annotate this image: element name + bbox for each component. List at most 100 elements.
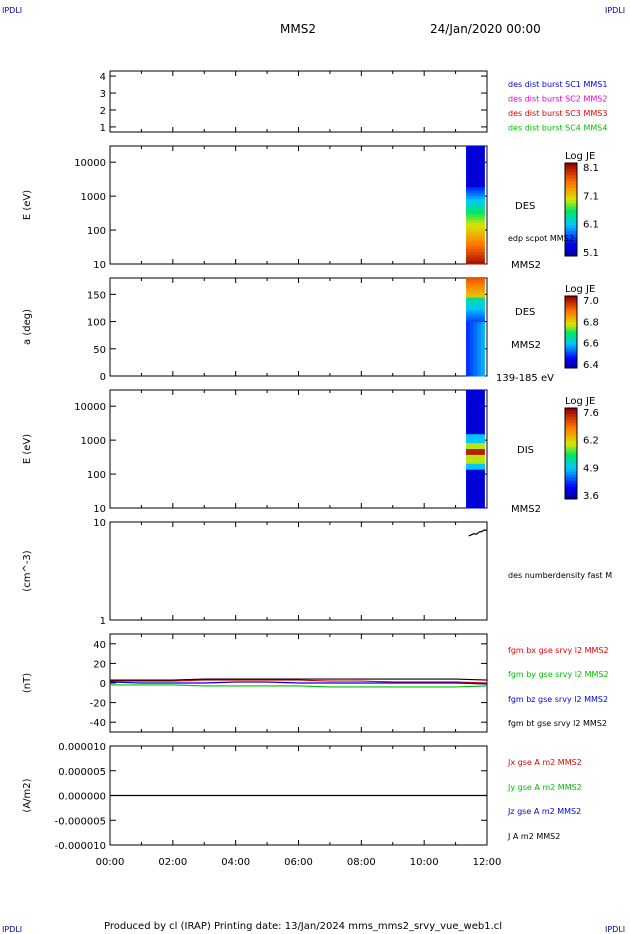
heatmap-cell <box>469 163 474 168</box>
panel-label-des: DES <box>515 307 535 318</box>
colorbar-cell <box>565 178 577 183</box>
heatmap-cell <box>477 346 482 350</box>
heatmap-cell <box>477 349 482 352</box>
heatmap-cell <box>466 373 471 377</box>
y-tick-label: 0.000000 <box>58 792 106 803</box>
heatmap-cell <box>480 282 485 286</box>
heatmap-cell <box>480 419 485 423</box>
heatmap-cell <box>466 339 471 343</box>
heatmap-cell <box>480 422 485 426</box>
legend-entry: Jx gse A m2 MMS2 <box>507 758 582 767</box>
heatmap-cell <box>466 331 471 335</box>
panel-label-mms2: MMS2 <box>511 340 541 351</box>
colorbar-cell <box>565 453 577 458</box>
heatmap-cell <box>480 193 485 197</box>
heatmap-cell <box>473 237 478 241</box>
heatmap-cell <box>466 202 471 206</box>
heatmap-cell <box>466 285 471 289</box>
heatmap-cell <box>480 219 485 224</box>
colorbar-cell <box>565 327 577 331</box>
heatmap-cell <box>473 329 478 333</box>
colorbar-cell <box>565 315 577 319</box>
heatmap-cell <box>466 407 471 412</box>
panel-label-mms2: MMS2 <box>511 260 541 271</box>
heatmap-cell <box>469 431 474 435</box>
heatmap-cell <box>473 287 478 291</box>
heatmap-cell <box>466 425 471 429</box>
heatmap-cell <box>469 392 474 397</box>
panel-label-scpot: edp scpot MMS2 <box>508 234 574 243</box>
heatmap-cell <box>466 178 471 182</box>
heatmap-cell <box>473 225 478 230</box>
heatmap-cell <box>466 440 471 444</box>
heatmap-cell <box>480 425 485 429</box>
x-tick-label: 06:00 <box>284 857 313 868</box>
heatmap-cell <box>469 210 474 215</box>
y-tick-label: 100 <box>87 470 106 481</box>
y-tick-label: 1000 <box>81 436 106 447</box>
heatmap-cell <box>469 341 474 345</box>
heatmap-cell <box>466 366 471 370</box>
heatmap-cell <box>477 252 482 256</box>
heatmap-cell <box>466 154 471 159</box>
colorbar-cell <box>565 332 577 335</box>
heatmap-cell <box>480 484 485 488</box>
colorbar-cell <box>565 341 577 345</box>
heatmap-cell <box>473 157 478 162</box>
heatmap-cell <box>466 151 471 156</box>
series-line <box>109 681 488 685</box>
heatmap-cell <box>466 312 471 316</box>
heatmap-cell <box>469 334 474 338</box>
heatmap-cell <box>473 457 478 462</box>
colorbar-cell <box>565 468 577 473</box>
colorbar-cell <box>565 365 577 369</box>
heatmap-cell <box>480 392 485 397</box>
legend-entry: des dist burst SC2 MMS2 <box>508 95 607 104</box>
heatmap-cell <box>477 258 482 262</box>
heatmap-cell <box>473 216 478 221</box>
heatmap-cell <box>480 487 485 491</box>
heatmap-cell <box>466 319 471 323</box>
heatmap-cell <box>473 302 478 306</box>
colorbar-tick-label: 3.6 <box>583 491 599 502</box>
colorbar-cell <box>565 329 577 333</box>
heatmap-cell <box>480 314 485 318</box>
heatmap-cell <box>477 437 482 441</box>
heatmap-cell <box>480 475 485 479</box>
heatmap-cell <box>469 460 474 465</box>
colorbar-cell <box>565 339 577 343</box>
colorbar-cell <box>565 310 577 314</box>
heatmap-cell <box>473 290 478 294</box>
heatmap-cell <box>480 361 485 365</box>
heatmap-cell <box>466 184 471 188</box>
colorbar-cell <box>565 363 577 367</box>
colorbar-cell <box>565 423 577 427</box>
colorbar-cell <box>565 237 577 241</box>
heatmap-cell <box>466 434 471 438</box>
colorbar-cell <box>565 172 577 176</box>
heatmap-cell <box>477 205 482 209</box>
heatmap-cell <box>477 309 482 313</box>
heatmap-cell <box>469 292 474 296</box>
panel-label-mms2: MMS2 <box>511 504 541 515</box>
heatmap-cell <box>477 463 482 468</box>
heatmap-cell <box>466 196 471 200</box>
heatmap-cell <box>466 346 471 350</box>
heatmap-cell <box>477 499 482 503</box>
heatmap-cell <box>477 368 482 372</box>
y-tick-label: 50 <box>93 345 106 356</box>
y-tick-label: 2 <box>100 106 106 117</box>
colorbar-cell <box>565 356 577 359</box>
heatmap-cell <box>473 484 478 488</box>
legend-entry: fgm bz gse srvy l2 MMS2 <box>508 695 608 704</box>
heatmap-cell <box>469 151 474 156</box>
heatmap-cell <box>469 398 474 403</box>
heatmap-cell <box>466 356 471 360</box>
colorbar-cell <box>565 215 577 220</box>
heatmap-cell <box>473 398 478 403</box>
colorbar-cell <box>565 471 577 476</box>
colorbar-cell <box>565 190 577 195</box>
heatmap-cell <box>469 255 474 259</box>
heatmap-cell <box>473 481 478 485</box>
y-tick-label: -40 <box>90 718 106 729</box>
